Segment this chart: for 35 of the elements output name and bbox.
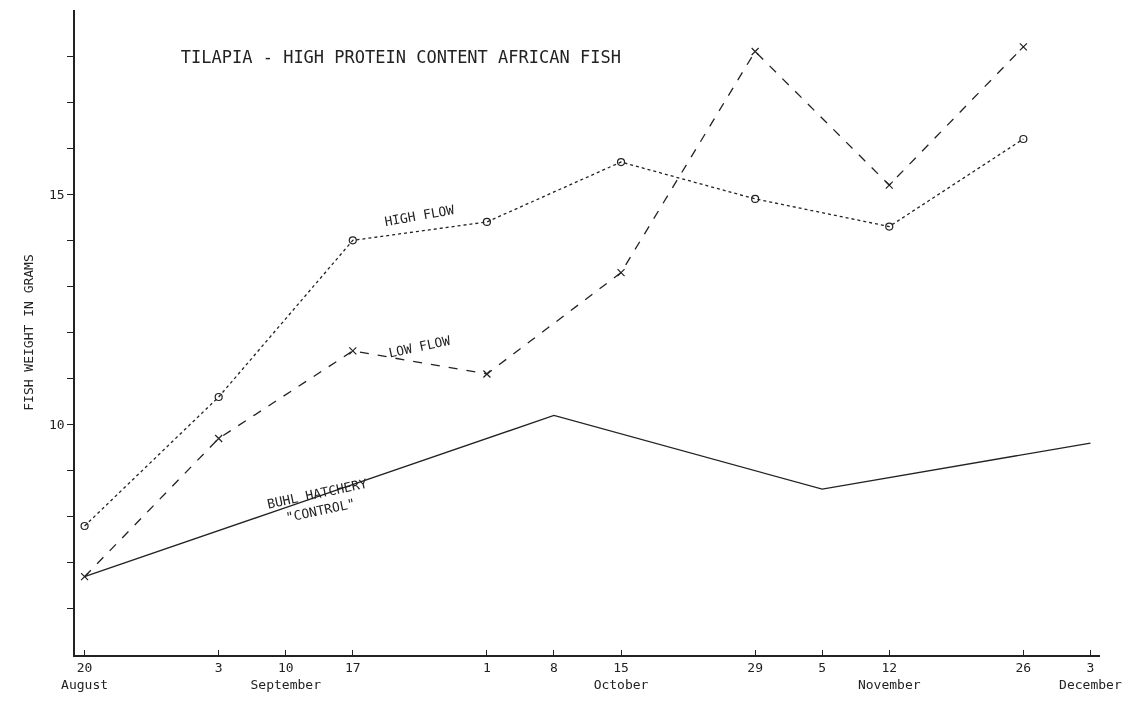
point <box>348 346 357 356</box>
point <box>751 47 760 56</box>
x-tick-label: 26 <box>1015 660 1032 676</box>
point <box>616 268 626 277</box>
x-tick-label: 29 <box>747 660 763 676</box>
y-tick-label: 10 <box>48 417 65 433</box>
point <box>1019 134 1028 144</box>
point <box>885 180 894 190</box>
x-tick-label: 3 <box>214 660 223 676</box>
x-tick-label: 10 September <box>250 660 322 693</box>
x-tick-label: 5 <box>818 660 827 676</box>
point <box>482 369 492 379</box>
point <box>80 572 89 581</box>
point <box>80 521 89 531</box>
x-tick-label: 17 <box>344 660 361 676</box>
text: TILAPIA - HIGH PROTEIN CONTENT AFRICAN FISH <box>180 46 621 67</box>
point <box>482 217 492 227</box>
point <box>616 157 626 167</box>
text: LOW FLOW <box>387 332 452 361</box>
x-tick-label: 20 August <box>61 660 109 693</box>
point <box>1019 42 1028 51</box>
x-tick-label: 12 November <box>857 660 921 693</box>
text: BUHL HATCHERY "CONTROL" <box>265 475 369 525</box>
text: HIGH FLOW <box>383 202 456 230</box>
point <box>885 222 894 231</box>
x-tick-label: 3 December <box>1059 660 1122 693</box>
point <box>348 236 357 245</box>
y-tick-label: 15 <box>48 186 65 202</box>
x-tick-label: 15 October <box>593 660 649 693</box>
x-tick-label: 8 <box>550 660 558 676</box>
y-axis-title: FISH WEIGHT IN GRAMS <box>21 254 37 411</box>
point <box>214 434 223 443</box>
x-tick-label: 1 <box>483 660 491 676</box>
point <box>214 392 223 402</box>
point <box>751 194 760 203</box>
